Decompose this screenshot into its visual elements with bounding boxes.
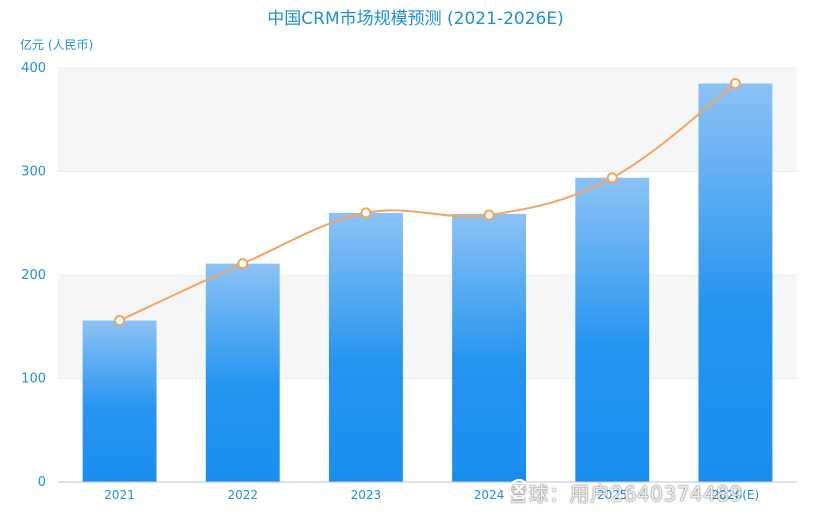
line-point (237, 258, 249, 270)
y-tick-label: 0 (38, 475, 46, 490)
bar (698, 83, 773, 483)
x-tick-label: 2024 (474, 488, 505, 502)
bar (575, 177, 650, 482)
grid-band (58, 68, 797, 172)
x-tick-label: 2021 (104, 488, 135, 502)
bar-series (82, 83, 773, 483)
line-series (114, 78, 741, 327)
x-tick-label: 2026(E) (712, 488, 759, 502)
y-tick-label: 400 (21, 61, 46, 76)
y-axis-label: 亿元 (人民币) (20, 38, 94, 52)
bar (452, 213, 527, 482)
trend-line (119, 82, 737, 322)
grid-bands (58, 68, 797, 379)
y-tick-label: 100 (21, 372, 46, 387)
line-point (360, 207, 372, 219)
watermark-text: 雪球：用户2640374489 (508, 482, 743, 506)
xueqiu-logo-icon (509, 479, 529, 499)
bar (205, 263, 280, 482)
line-point (729, 78, 741, 90)
y-tick-label: 300 (21, 165, 46, 180)
y-axis-ticks: 0 100 200 300 400 (21, 61, 46, 490)
line-point (606, 172, 618, 184)
x-tick-label: 2022 (227, 488, 258, 502)
line-point (114, 315, 126, 327)
line-point (483, 209, 495, 221)
bar (328, 212, 403, 482)
watermark: 雪球：用户2640374489 (508, 478, 743, 507)
y-tick-label: 200 (21, 268, 46, 283)
bar (82, 320, 157, 482)
x-axis-ticks: 2021 2022 2023 2024 2025 2026(E) (104, 488, 759, 502)
x-tick-label: 2025 (597, 488, 628, 502)
chart-title: 中国CRM市场规模预测 (2021-2026E) (267, 9, 564, 29)
x-tick-label: 2023 (351, 488, 382, 502)
grid-band (58, 275, 797, 379)
